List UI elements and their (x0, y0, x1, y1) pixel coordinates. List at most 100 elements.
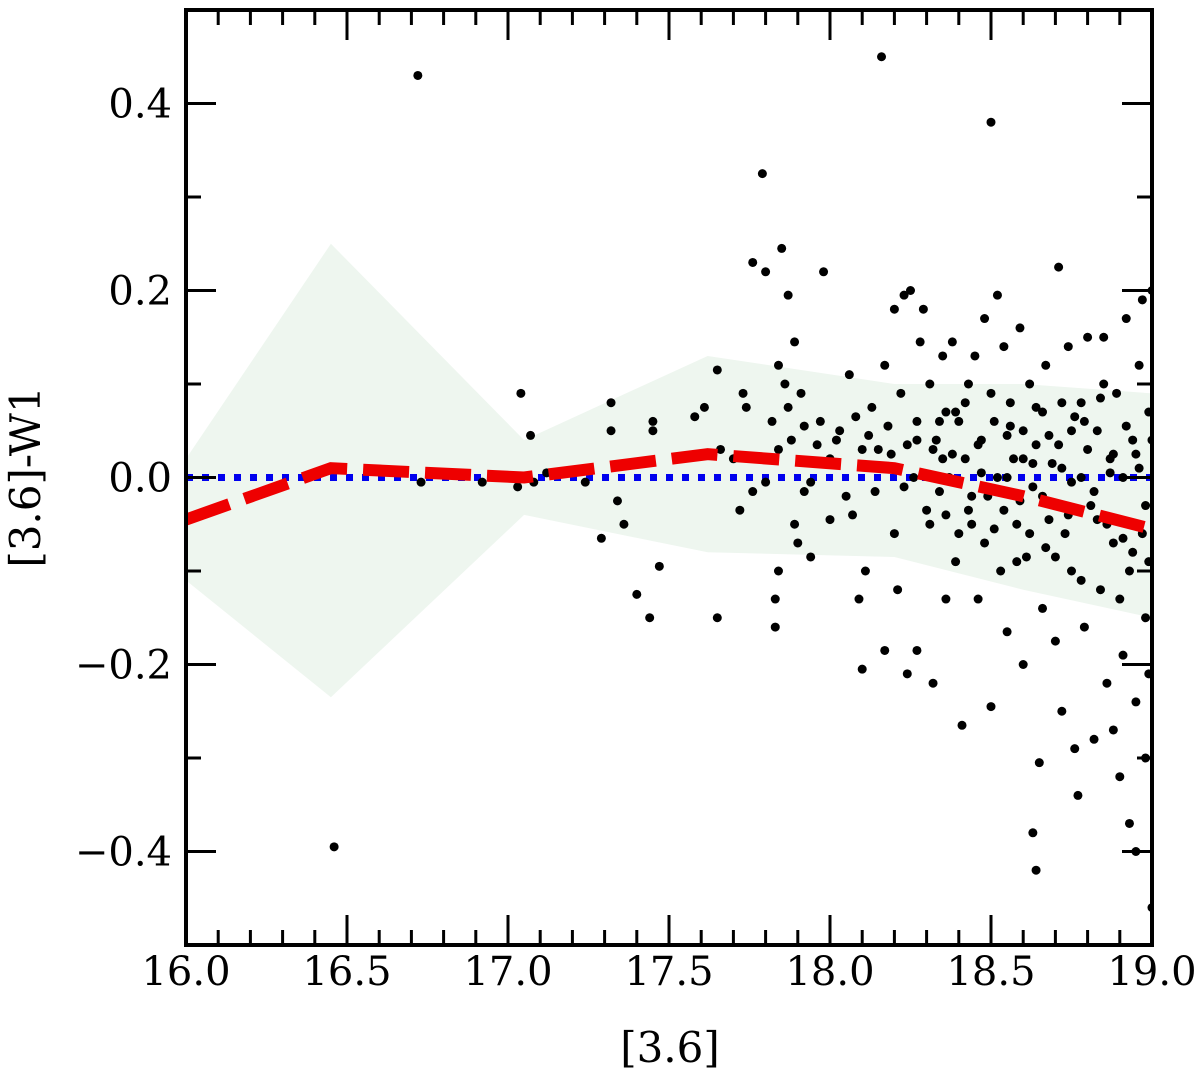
data-point (967, 491, 977, 501)
data-point (934, 416, 944, 426)
data-point (848, 510, 858, 520)
data-point (806, 477, 816, 487)
data-point (612, 496, 622, 506)
data-point (329, 842, 339, 852)
data-point (867, 402, 877, 412)
data-point (1089, 487, 1099, 497)
data-point (716, 444, 726, 454)
data-point (889, 304, 899, 314)
data-point (773, 360, 783, 370)
data-point (1070, 744, 1080, 754)
data-point (783, 402, 793, 412)
data-point (1028, 482, 1038, 492)
data-point (954, 529, 964, 539)
data-point (1118, 533, 1128, 543)
data-point (1076, 473, 1086, 482)
data-point (757, 169, 767, 179)
data-point (1118, 650, 1128, 660)
data-point (957, 720, 967, 730)
data-point (1105, 468, 1115, 478)
data-point (1076, 398, 1086, 408)
data-point (1099, 332, 1109, 342)
data-point (1067, 566, 1076, 576)
y-tick-label: 0.0 (108, 456, 172, 502)
data-point (1041, 360, 1051, 370)
data-point (596, 533, 606, 543)
data-point (1079, 622, 1089, 632)
data-point (1025, 529, 1035, 539)
data-point (1083, 444, 1093, 454)
data-point (1128, 435, 1138, 445)
data-point (1050, 636, 1060, 646)
data-point (1115, 594, 1125, 604)
data-point (1115, 772, 1125, 782)
data-point (851, 412, 861, 422)
data-point (780, 379, 790, 389)
data-point (915, 337, 925, 347)
data-point (980, 538, 990, 548)
data-point (1108, 538, 1118, 548)
data-point (1079, 416, 1089, 426)
data-point (1005, 398, 1015, 408)
data-point (1121, 314, 1131, 324)
data-point (893, 585, 903, 595)
data-point (416, 477, 426, 487)
data-points-layer (329, 52, 1152, 913)
data-point (1073, 790, 1083, 800)
scatter-band-layer (186, 243, 1152, 698)
data-point (889, 529, 899, 539)
data-point (967, 519, 977, 529)
data-point (712, 365, 722, 375)
data-point (1002, 430, 1012, 440)
data-point (513, 482, 523, 492)
x-ticks: 16.0 16.5 17.0 17.5 18.0 18.5 19.0 (141, 10, 1197, 995)
data-point (516, 388, 526, 398)
data-point (886, 449, 896, 459)
data-point (922, 505, 932, 515)
data-point (1060, 529, 1070, 539)
data-point (806, 552, 816, 562)
data-point (748, 257, 758, 267)
y-tick-label: 0.2 (108, 269, 172, 315)
data-point (1083, 332, 1093, 342)
data-point (980, 314, 990, 324)
data-point (793, 538, 803, 548)
data-point (909, 473, 919, 482)
data-point (902, 440, 912, 450)
data-point (770, 594, 780, 604)
data-point (906, 286, 915, 295)
data-point (992, 290, 1002, 300)
data-point (712, 613, 722, 623)
data-point (1018, 660, 1028, 669)
data-point (1134, 463, 1144, 473)
data-point (1025, 379, 1035, 389)
data-point (941, 510, 951, 520)
data-point (1028, 828, 1038, 838)
data-point (773, 566, 783, 576)
data-point (741, 402, 751, 412)
data-point (1012, 557, 1022, 567)
data-point (1131, 449, 1141, 459)
data-point (1141, 501, 1151, 511)
data-point (1095, 393, 1105, 403)
data-point (1044, 430, 1054, 440)
data-point (1044, 515, 1054, 525)
data-point (854, 594, 864, 604)
data-point (1047, 458, 1057, 468)
data-point (1108, 725, 1118, 735)
data-point (1112, 388, 1122, 398)
data-point (986, 388, 996, 398)
data-point (1002, 473, 1012, 482)
data-point (1099, 379, 1109, 389)
x-axis-label: [3.6] (620, 1023, 720, 1072)
median-line (186, 448, 1152, 535)
data-point (1070, 412, 1080, 422)
data-point (1012, 519, 1022, 529)
data-point (864, 430, 874, 440)
x-tick-label: 16.0 (141, 949, 230, 995)
data-point (1067, 477, 1076, 487)
y-axis-label: [3.6]-W1 (1, 386, 50, 567)
y-ticks: −0.4 −0.2 0.0 0.2 0.4 (75, 8, 1152, 947)
y-tick-label: −0.4 (75, 830, 172, 876)
data-point (786, 435, 796, 445)
